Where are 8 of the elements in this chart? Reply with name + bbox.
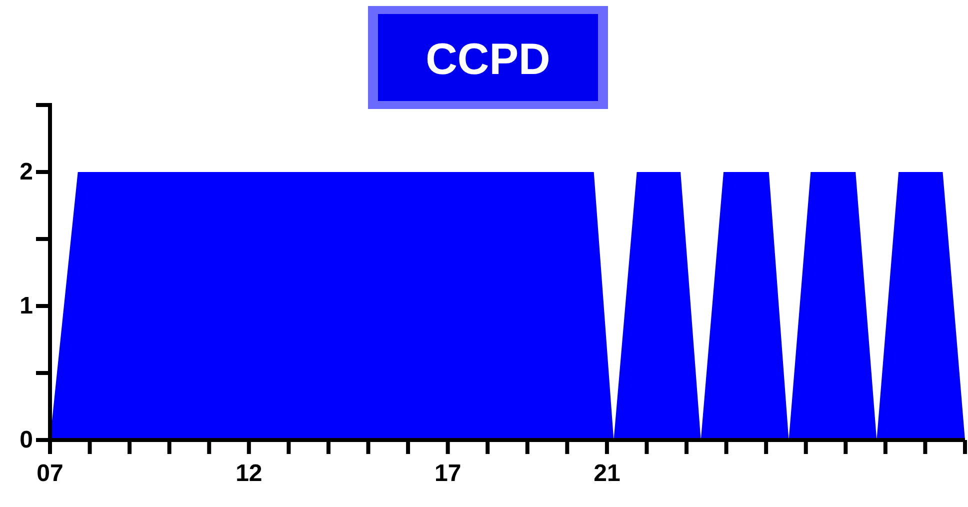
x-tick-label: 21 <box>594 460 620 487</box>
x-tick-label: 12 <box>236 460 262 487</box>
y-tick-label: 1 <box>20 292 33 320</box>
x-tick-label: 17 <box>434 460 462 487</box>
y-tick-label: 0 <box>20 426 33 454</box>
y-tick-label: 2 <box>20 158 33 186</box>
chart-title: CCPD <box>426 35 550 84</box>
x-tick-label: 07 <box>36 460 64 487</box>
